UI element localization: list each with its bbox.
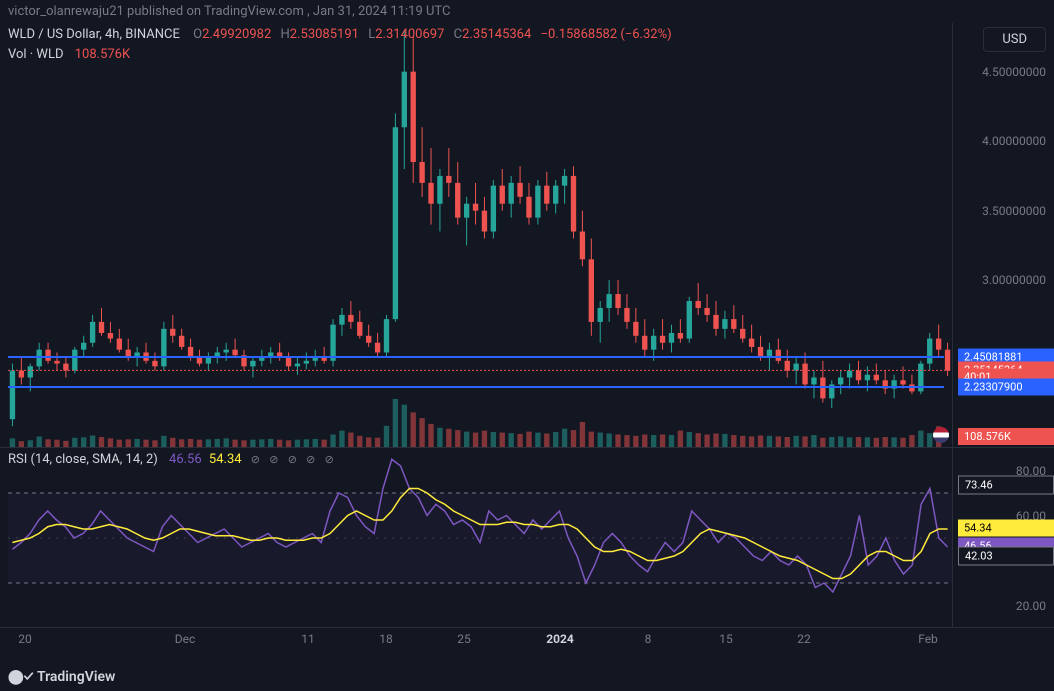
eye-icon[interactable]: ⊘ bbox=[325, 453, 334, 466]
x-tick-label: 20 bbox=[18, 632, 32, 646]
rsi-chart[interactable] bbox=[8, 448, 952, 628]
y-tick-label: 3.50000000 bbox=[982, 204, 1046, 218]
ohlc-low: 2.31400697 bbox=[375, 27, 444, 42]
x-tick-label: 11 bbox=[301, 632, 315, 646]
publish-header: victor_olanrewaju21 published on Trading… bbox=[0, 0, 1054, 23]
volume-tag: 108.576K bbox=[958, 428, 1054, 445]
eye-icon[interactable]: ⊘ bbox=[306, 453, 315, 466]
platform: TradingView.com bbox=[204, 4, 304, 19]
x-tick-label: 15 bbox=[719, 632, 733, 646]
y-tick-label: 4.00000000 bbox=[982, 134, 1046, 148]
price-panel[interactable]: USD 2.333079003.000000003.500000004.0000… bbox=[0, 23, 1054, 447]
rsi-tick-label: 20.00 bbox=[1016, 599, 1046, 613]
x-tick-label: 2024 bbox=[546, 632, 574, 646]
eye-icon[interactable]: ⊘ bbox=[288, 453, 297, 466]
chart-legend: WLD / US Dollar, 4h, BINANCE O2.49920982… bbox=[8, 27, 672, 42]
flag-icon bbox=[933, 427, 949, 443]
ohlc-high: 2.53085191 bbox=[290, 27, 359, 42]
rsi-panel[interactable]: 20.0060.0080.0073.4654.3446.5642.03 RSI … bbox=[0, 447, 1054, 627]
x-tick-label: Feb bbox=[918, 632, 938, 646]
price-tag: 2.23307900 bbox=[958, 378, 1054, 395]
horizontal-line[interactable] bbox=[8, 386, 944, 388]
eye-icon[interactable]: ⊘ bbox=[269, 453, 278, 466]
timestamp: Jan 31, 2024 11:19 UTC bbox=[313, 4, 451, 19]
rsi-tag: 73.46 bbox=[958, 476, 1054, 495]
rsi-tag: 42.03 bbox=[958, 546, 1054, 565]
time-axis: 20 Dec 11 18 25 2024 8 15 22 Feb bbox=[0, 627, 1054, 651]
volume-legend: Vol · WLD 108.576K bbox=[8, 47, 130, 62]
ohlc-change: −0.15868582 (−6.32%) bbox=[541, 27, 672, 42]
x-tick-label: 18 bbox=[379, 632, 393, 646]
x-tick-label: 22 bbox=[797, 632, 811, 646]
rsi-value-2: 54.34 bbox=[209, 452, 242, 467]
volume-value: 108.576K bbox=[75, 47, 130, 62]
y-tick-label: 3.00000000 bbox=[982, 273, 1046, 287]
ohlc-close: 2.35145364 bbox=[462, 27, 531, 42]
horizontal-line[interactable] bbox=[8, 356, 944, 358]
x-tick-label: Dec bbox=[175, 632, 196, 646]
x-tick-label: 25 bbox=[457, 632, 471, 646]
publisher: victor_olanrewaju21 bbox=[8, 4, 124, 19]
rsi-value-1: 46.56 bbox=[169, 452, 202, 467]
tradingview-logo[interactable]: ⬤✓ TradingView bbox=[8, 668, 115, 685]
symbol: WLD / US Dollar, 4h, BINANCE bbox=[8, 27, 180, 42]
logo-icon: ⬤✓ bbox=[8, 669, 37, 685]
y-tick-label: 4.50000000 bbox=[982, 65, 1046, 79]
price-axis: 2.333079003.000000003.500000004.00000000… bbox=[952, 23, 1054, 447]
rsi-tag: 54.34 bbox=[958, 520, 1054, 537]
eye-icon[interactable]: ⊘ bbox=[251, 453, 260, 466]
rsi-axis: 20.0060.0080.0073.4654.3446.5642.03 bbox=[952, 448, 1054, 627]
ohlc-open: 2.49920982 bbox=[202, 27, 271, 42]
candlestick-chart[interactable] bbox=[8, 23, 952, 447]
rsi-legend: RSI (14, close, SMA, 14, 2) 46.56 54.34 … bbox=[8, 452, 334, 467]
x-tick-label: 8 bbox=[645, 632, 652, 646]
